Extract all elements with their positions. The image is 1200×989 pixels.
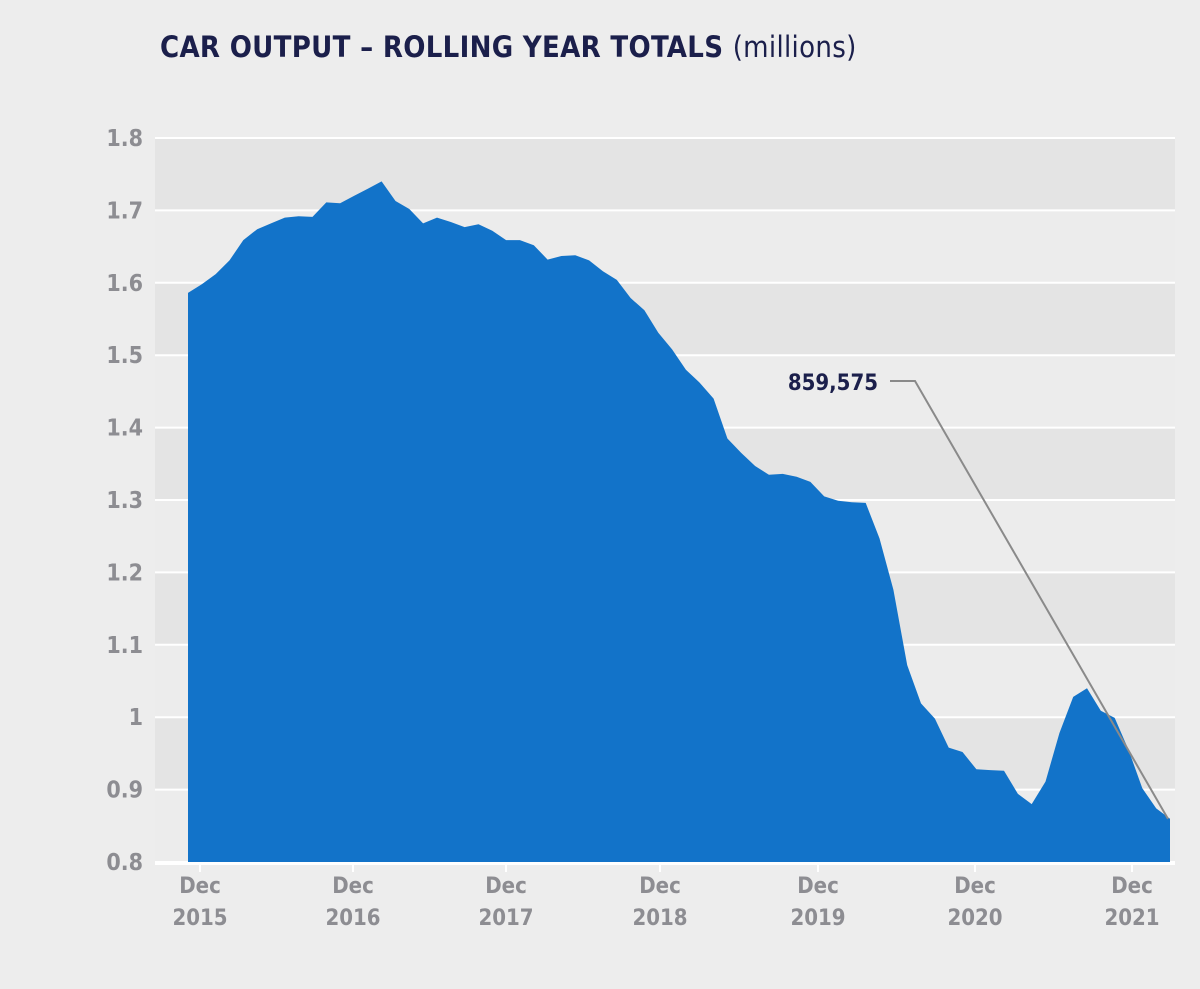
y-tick-label: 1.2 xyxy=(106,560,143,586)
y-tick-label: 1.8 xyxy=(106,126,143,152)
x-tick-year: 2019 xyxy=(790,906,845,931)
annotation-label: 859,575 xyxy=(788,371,878,396)
x-axis: Dec 2015 Dec 2016 Dec 2017 Dec 2018 Dec 2019 Dec 20… xyxy=(155,863,1175,931)
y-tick-label: 0.9 xyxy=(106,778,143,804)
x-tick-month: Dec xyxy=(1111,874,1153,899)
output-area xyxy=(188,181,1170,862)
y-tick-label: 1.6 xyxy=(106,271,143,297)
data-points xyxy=(187,181,1171,819)
y-tick-label: 1.3 xyxy=(106,488,143,514)
x-tick-year: 2015 xyxy=(172,906,227,931)
x-tick-year: 2020 xyxy=(947,906,1002,931)
x-tick-year: 2018 xyxy=(632,906,687,931)
background-band xyxy=(155,138,1175,211)
y-tick-label: 0.8 xyxy=(106,850,143,876)
x-tick-month: Dec xyxy=(179,874,221,899)
x-tick-year: 2021 xyxy=(1104,906,1159,931)
y-tick-label: 1.4 xyxy=(106,416,143,442)
x-tick-month: Dec xyxy=(954,874,996,899)
x-tick-month: Dec xyxy=(485,874,527,899)
x-tick-year: 2016 xyxy=(325,906,380,931)
annotation-leader-line xyxy=(890,380,1169,820)
x-tick-year: 2017 xyxy=(478,906,533,931)
x-tick-month: Dec xyxy=(797,874,839,899)
y-tick-label: 1.5 xyxy=(106,343,143,369)
y-tick-label: 1.1 xyxy=(106,633,143,659)
chart-title: CAR OUTPUT – ROLLING YEAR TOTALS (millio… xyxy=(160,30,857,64)
y-tick-label: 1 xyxy=(129,705,143,731)
y-tick-label: 1.7 xyxy=(106,198,143,224)
title-unit: (millions) xyxy=(732,30,857,64)
x-tick-month: Dec xyxy=(639,874,681,899)
annotation: 859,575 xyxy=(788,371,1169,820)
x-tick-month: Dec xyxy=(332,874,374,899)
title-text: CAR OUTPUT – ROLLING YEAR TOTALS xyxy=(160,30,724,64)
y-axis-ticks: 0.8 0.9 1 1.1 1.2 1.3 1.4 1.5 1.6 1.7 1.8 xyxy=(106,126,143,876)
